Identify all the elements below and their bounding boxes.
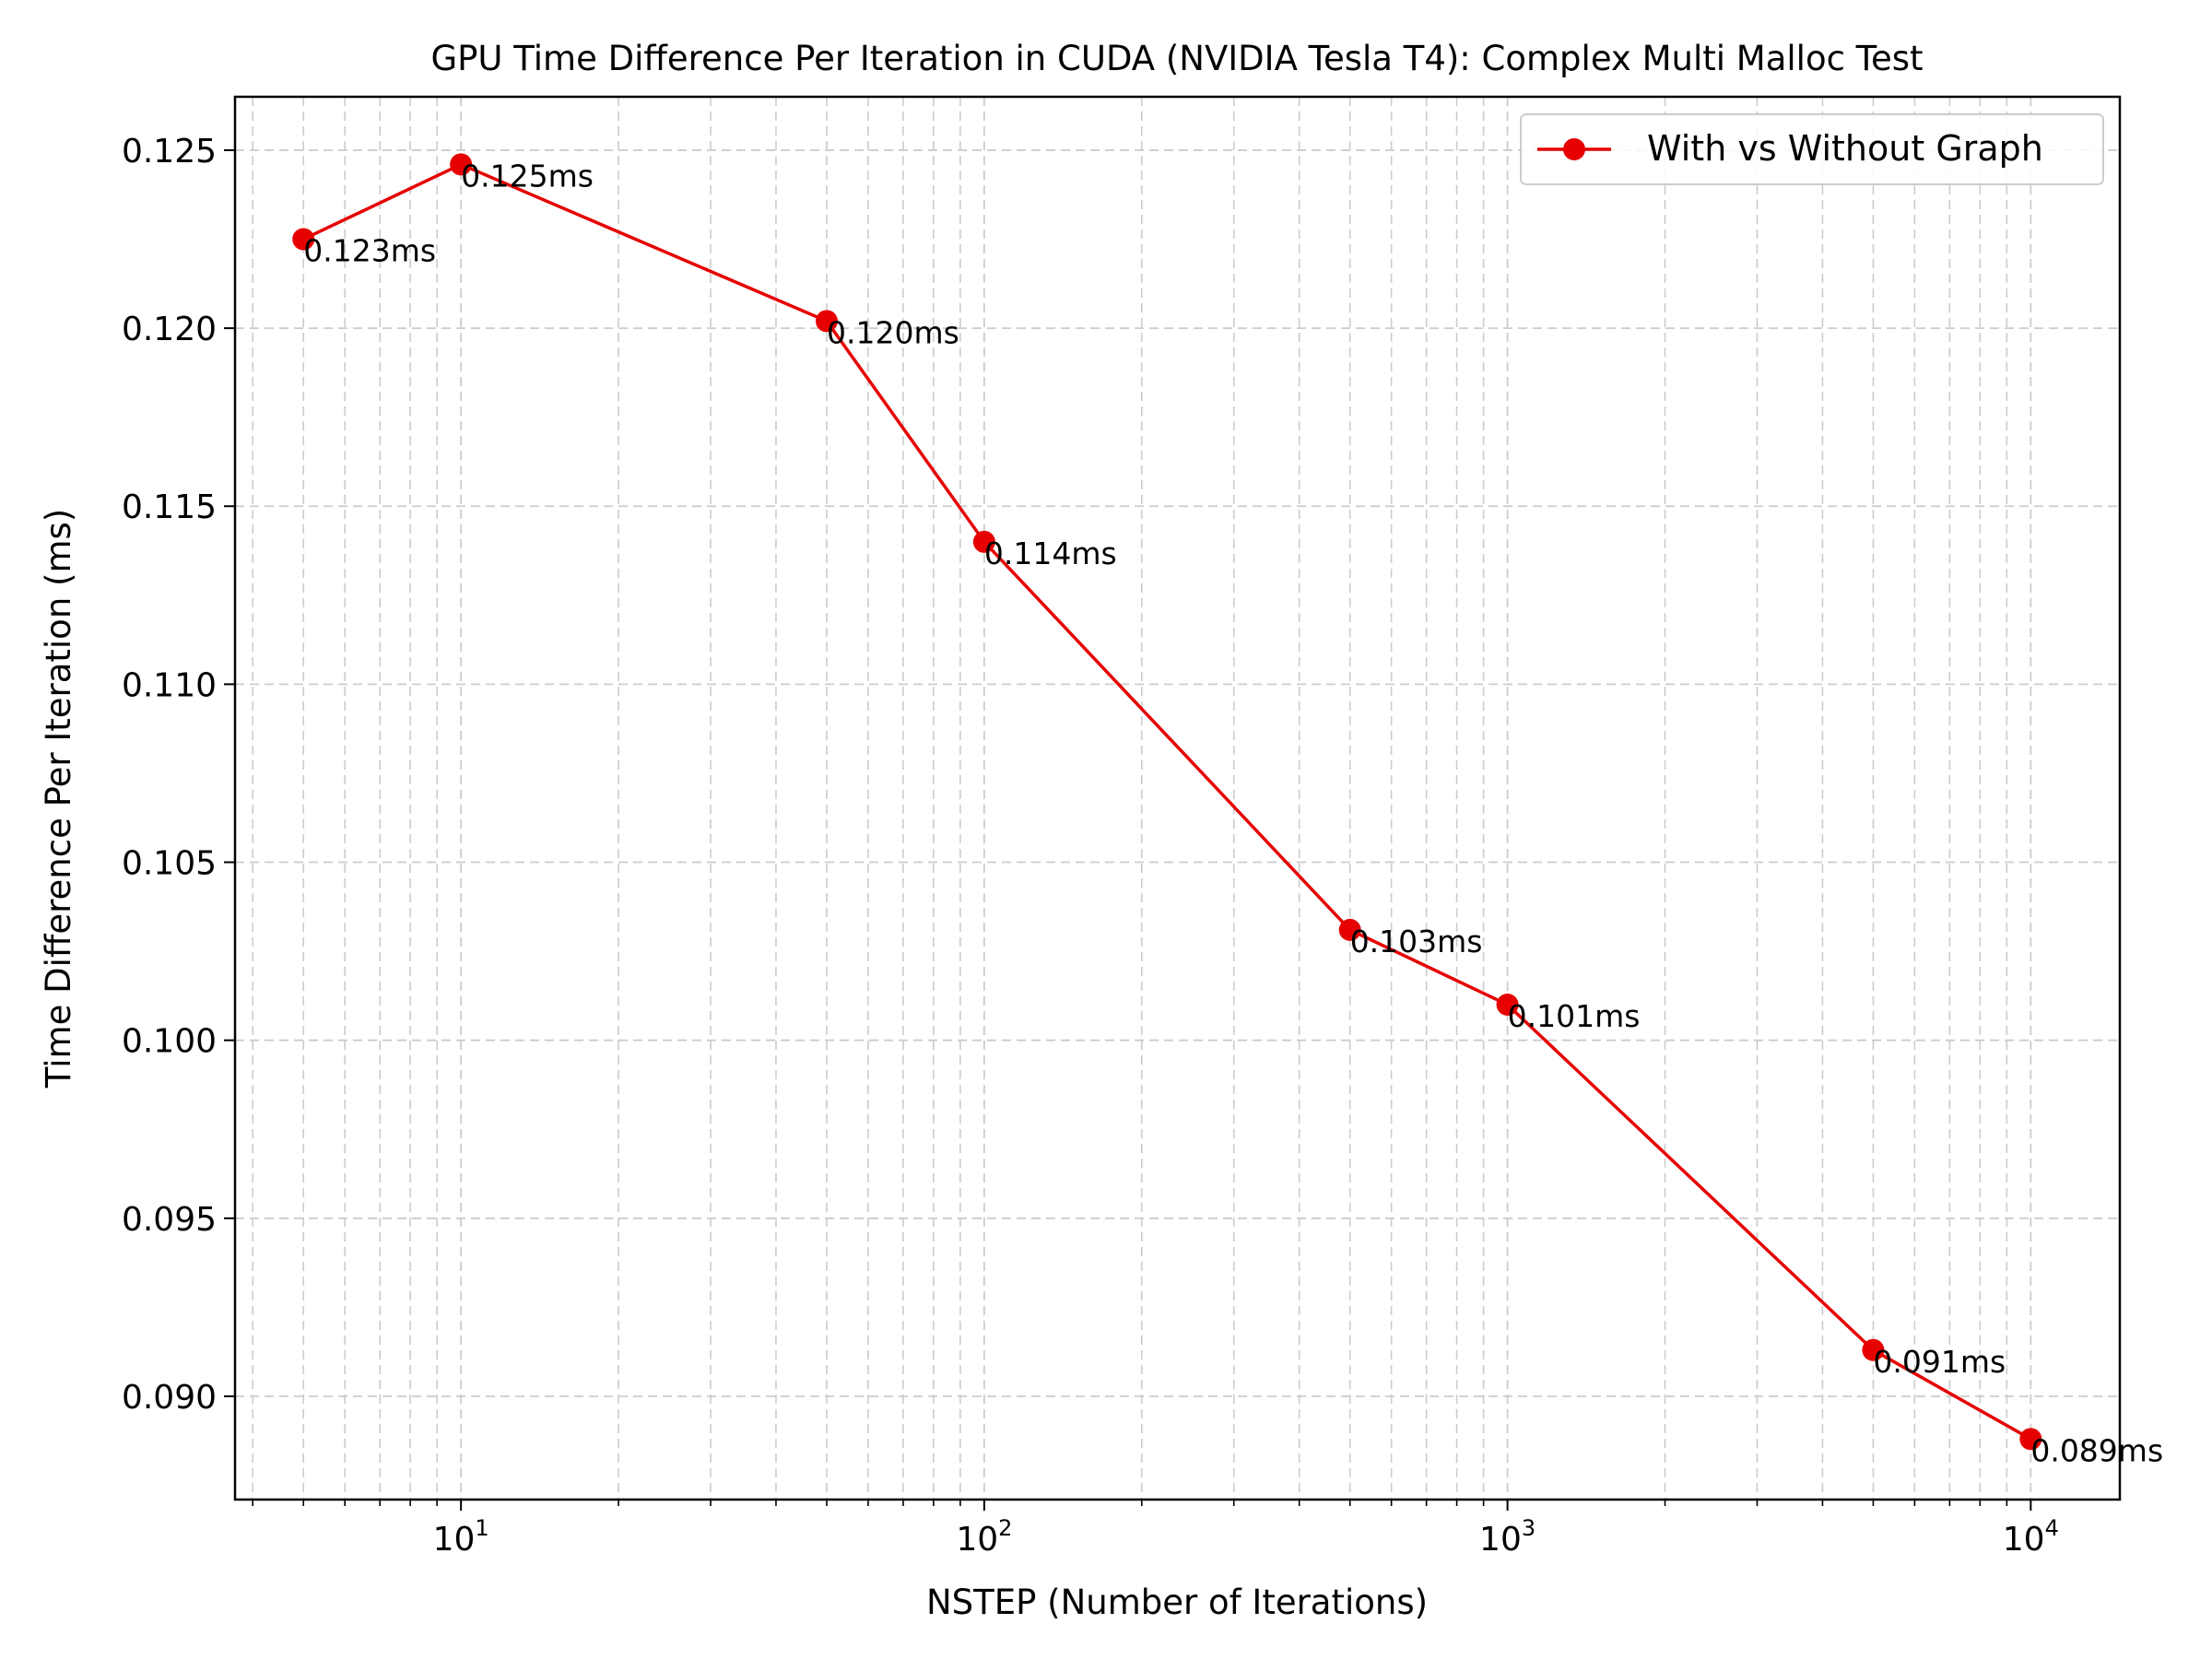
data-point: [292, 228, 315, 251]
y-tick-label: 0.110: [122, 666, 217, 704]
x-tick-label: 101: [433, 1515, 489, 1559]
data-label: 0.091ms: [1873, 1344, 2006, 1380]
data-label: 0.123ms: [303, 233, 436, 269]
y-axis-ticks: 0.090 0.095 0.100 0.105 0.110 0.115 0.120 0.125: [122, 133, 235, 1417]
y-tick-label: 0.120: [122, 311, 217, 348]
y-axis-label: Time Difference Per Iteration (ms): [39, 509, 78, 1088]
data-label: 0.120ms: [827, 314, 959, 350]
y-tick-label: 0.115: [122, 488, 217, 526]
chart-title: GPU Time Difference Per Iteration in CUD…: [430, 39, 1923, 78]
legend: With vs Without Graph: [1520, 113, 2104, 185]
data-point: [815, 310, 838, 333]
data-label: 0.089ms: [2030, 1432, 2163, 1468]
data-label: 0.103ms: [1350, 924, 1483, 959]
legend-box: [1520, 113, 2104, 185]
legend-marker: [1563, 138, 1585, 160]
x-tick-label: 102: [956, 1515, 1012, 1559]
data-label: 0.125ms: [461, 158, 594, 194]
data-point: [450, 153, 473, 176]
plot-frame: [233, 95, 2122, 1501]
x-axis-label: NSTEP (Number of Iterations): [926, 1583, 1428, 1622]
data-point: [2019, 1428, 2042, 1451]
data-point: [1862, 1338, 1885, 1361]
x-axis-ticks: 101 102 103 104: [252, 1500, 2059, 1559]
legend-label: With vs Without Graph: [1647, 128, 2043, 169]
grid: [235, 97, 2120, 1500]
x-tick-label: 103: [1479, 1515, 1535, 1559]
plot-series: 0.123ms 0.125ms 0.120ms 0.114ms 0.103ms 0.101…: [292, 153, 2163, 1468]
y-tick-label: 0.105: [122, 845, 217, 883]
data-label: 0.114ms: [984, 535, 1117, 571]
y-tick-label: 0.125: [122, 133, 217, 171]
series-line: [302, 162, 2032, 1441]
data-label: 0.101ms: [1508, 998, 1641, 1034]
data-point: [1338, 918, 1361, 941]
x-tick-label: 104: [2003, 1515, 2059, 1559]
data-point: [1496, 994, 1519, 1017]
y-tick-label: 0.100: [122, 1023, 217, 1061]
data-point: [972, 530, 995, 553]
y-tick-label: 0.090: [122, 1379, 217, 1417]
y-tick-label: 0.095: [122, 1201, 217, 1239]
